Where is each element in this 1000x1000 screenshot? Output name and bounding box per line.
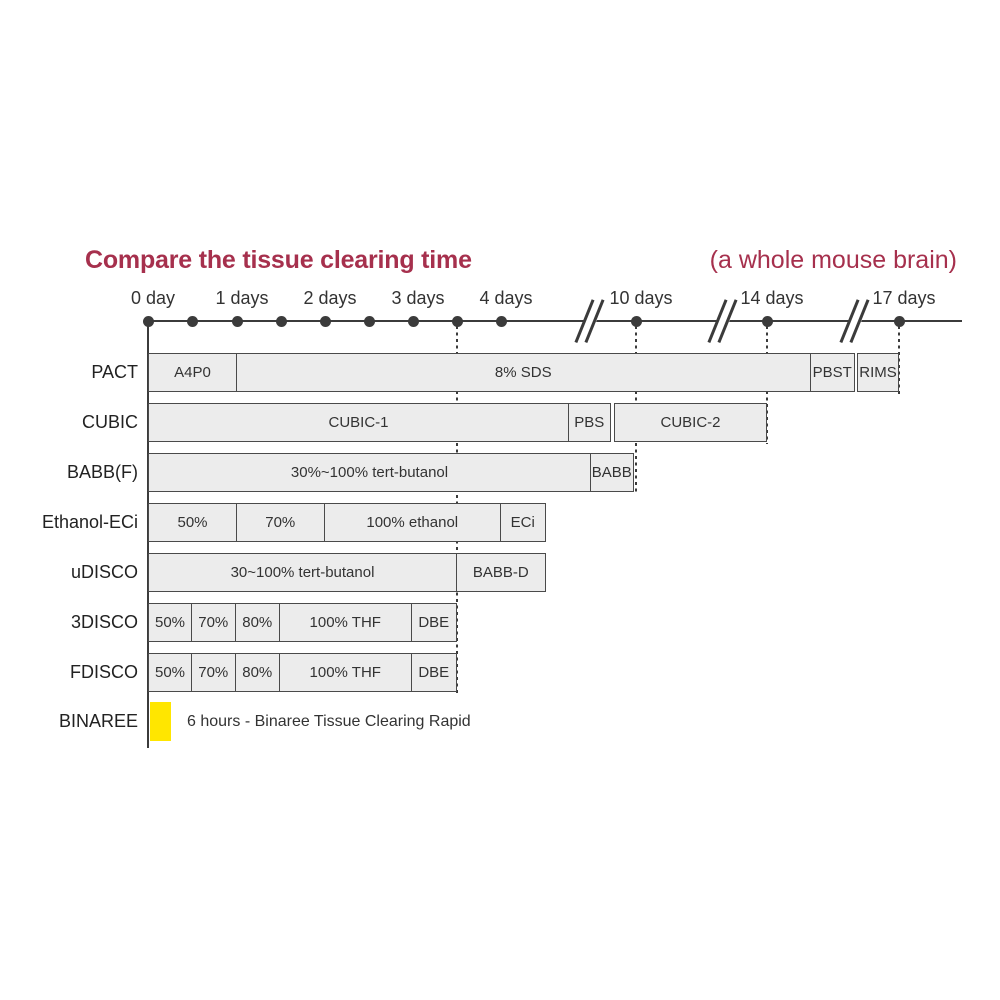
axis-dot: [893, 315, 905, 327]
binaree-note: 6 hours - Binaree Tissue Clearing Rapid: [187, 712, 471, 730]
segment-box: 80%: [234, 603, 280, 642]
axis-tick-label: 0 day: [130, 288, 176, 308]
timeline-axis: [148, 320, 962, 323]
segment-box: 80%: [234, 653, 280, 692]
segment-box: 50%: [148, 603, 192, 642]
segment-box: 8% SDS: [235, 353, 811, 392]
axis-dot: [407, 315, 419, 327]
method-label: Ethanol-ECi: [41, 512, 138, 532]
axis-dot: [495, 315, 507, 327]
segment-box: DBE: [410, 603, 457, 642]
segment-box: RIMS: [857, 353, 899, 392]
segment-box: 30~100% tert-butanol: [148, 553, 457, 592]
segment-box: 100% ethanol: [323, 503, 501, 542]
segment-box: 70%: [190, 603, 236, 642]
method-label: BABB(F): [66, 462, 138, 482]
method-label: CUBIC: [81, 412, 138, 432]
segment-box: 50%: [148, 503, 237, 542]
chart-title: Compare the tissue clearing time: [85, 246, 472, 274]
axis-dot: [761, 315, 773, 327]
method-label: uDISCO: [70, 562, 138, 582]
segment-box: 30%~100% tert-butanol: [148, 453, 591, 492]
segment-box: BABB-D: [455, 553, 546, 592]
axis-dot: [630, 315, 642, 327]
segment-box: BABB: [589, 453, 634, 492]
segment-box: DBE: [410, 653, 457, 692]
segment-box: PBST: [809, 353, 855, 392]
segment-box: 70%: [190, 653, 236, 692]
axis-tick-label: 3 days: [391, 288, 445, 308]
axis-dot: [363, 315, 375, 327]
axis-dot: [142, 315, 154, 327]
segment-box: PBS: [567, 403, 611, 442]
axis-tick-label: 2 days: [303, 288, 357, 308]
segment-box: A4P0: [148, 353, 237, 392]
axis-tick-label: 17 days: [872, 288, 936, 308]
segment-box: 100% THF: [278, 603, 412, 642]
axis-dot: [451, 315, 463, 327]
dashed-guide-line: [898, 326, 900, 394]
segment-box: [150, 702, 171, 741]
chart-subtitle: (a whole mouse brain): [709, 246, 957, 274]
method-label: BINAREE: [58, 711, 138, 731]
segment-box: CUBIC-2: [614, 403, 767, 442]
axis-dot: [275, 315, 287, 327]
segment-box: 50%: [148, 653, 192, 692]
axis-tick-label: 1 days: [215, 288, 269, 308]
axis-tick-label: 10 days: [609, 288, 673, 308]
method-label: FDISCO: [69, 662, 138, 682]
segment-box: ECi: [499, 503, 546, 542]
segment-box: 70%: [235, 503, 325, 542]
axis-tick-label: 14 days: [740, 288, 804, 308]
segment-box: 100% THF: [278, 653, 412, 692]
axis-tick-label: 4 days: [479, 288, 533, 308]
axis-dot: [186, 315, 198, 327]
method-label: PACT: [91, 362, 138, 382]
axis-dot: [231, 315, 243, 327]
segment-box: CUBIC-1: [148, 403, 569, 442]
axis-dot: [319, 315, 331, 327]
method-label: 3DISCO: [70, 612, 138, 632]
